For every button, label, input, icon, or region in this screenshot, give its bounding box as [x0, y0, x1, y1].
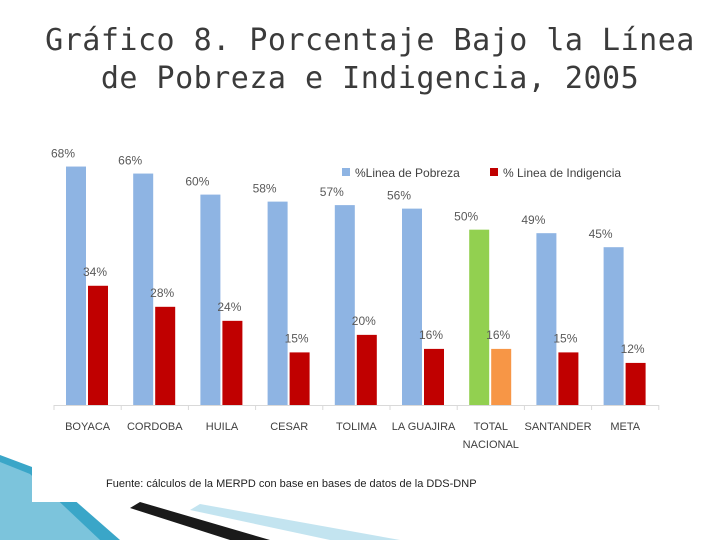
bars-group	[66, 166, 646, 405]
bar-pobreza-cordoba	[133, 173, 154, 405]
slide-title-line-1: Gráfico 8. Porcentaje Bajo la Línea	[45, 23, 695, 58]
bar-indigencia-boyaca	[88, 285, 108, 405]
data-label-indigencia-la-guajira: 16%	[419, 328, 443, 342]
x-tick-label-total-nacional: TOTAL NACIONAL	[463, 421, 519, 451]
legend-swatch-1	[342, 168, 350, 176]
bar-indigencia-tolima	[356, 334, 377, 405]
bar-pobreza-cesar	[267, 201, 288, 405]
bar-pobreza-tolima	[334, 205, 355, 405]
ribbon-shape-light-2	[190, 504, 400, 540]
x-tick-label-huila: HUILA	[206, 421, 239, 433]
data-label-pobreza-total-nacional: 50%	[454, 210, 478, 224]
data-label-indigencia-cordoba: 28%	[150, 286, 174, 300]
data-label-pobreza-huila: 60%	[185, 175, 209, 189]
data-label-indigencia-tolima: 20%	[352, 314, 376, 328]
data-label-pobreza-meta: 45%	[589, 227, 613, 241]
bar-pobreza-la-guajira	[402, 208, 422, 405]
bar-indigencia-meta	[625, 362, 646, 405]
data-labels: 68% 34% 66% 28% 60% 24% 58% 15% 57% 20% 56% 16% 50% 1…	[51, 147, 645, 356]
data-label-pobreza-cordoba: 66%	[118, 154, 142, 168]
data-label-pobreza-tolima: 57%	[320, 185, 344, 199]
legend: %Linea de Pobreza % Linea de Indigencia	[342, 166, 621, 180]
x-tick-label-cordoba: CORDOBA	[127, 421, 183, 433]
data-label-pobreza-boyaca: 68%	[51, 147, 75, 161]
x-tick-labels: BOYACA CORDOBA HUILA CESAR TOLIMA LA GUAJIRA T…	[65, 421, 641, 451]
bar-pobreza-boyaca	[66, 166, 86, 405]
data-label-indigencia-total-nacional: 16%	[486, 328, 510, 342]
legend-label-2: % Linea de Indigencia	[503, 166, 621, 180]
ribbon-shape-dark	[130, 502, 270, 540]
legend-label-1: %Linea de Pobreza	[355, 166, 460, 180]
bar-pobreza-total-nacional	[469, 229, 490, 405]
bar-pobreza-santander	[536, 233, 557, 405]
x-tick-label-meta: META	[610, 421, 640, 433]
x-tick-label-la-guajira: LA GUAJIRA	[392, 421, 456, 433]
legend-swatch-2	[490, 168, 498, 176]
data-label-pobreza-santander: 49%	[521, 213, 545, 227]
slide-title: Gráfico 8. Porcentaje Bajo la Línea de P…	[40, 22, 700, 98]
bar-pobreza-huila	[200, 194, 221, 405]
bar-indigencia-santander	[558, 352, 579, 405]
x-tick-label-cesar: CESAR	[270, 421, 308, 433]
data-label-pobreza-cesar: 58%	[253, 182, 277, 196]
data-label-indigencia-meta: 12%	[621, 342, 645, 356]
x-tick-label-santander: SANTANDER	[524, 421, 591, 433]
x-tick-label-boyaca: BOYACA	[65, 421, 111, 433]
data-label-indigencia-cesar: 15%	[285, 331, 309, 345]
x-axis	[53, 405, 660, 410]
data-label-pobreza-la-guajira: 56%	[387, 189, 411, 203]
data-label-indigencia-boyaca: 34%	[83, 265, 107, 279]
bar-indigencia-cordoba	[155, 306, 176, 405]
source-note: Fuente: cálculos de la MERPD con base en…	[106, 478, 477, 490]
x-tick-label-tolima: TOLIMA	[336, 421, 377, 433]
bar-indigencia-la-guajira	[424, 348, 444, 405]
data-label-indigencia-santander: 15%	[553, 331, 577, 345]
bar-indigencia-huila	[222, 320, 243, 405]
bar-indigencia-total-nacional	[491, 348, 512, 405]
slide-title-line-2: de Pobreza e Indigencia, 2005	[100, 61, 640, 96]
data-label-indigencia-huila: 24%	[217, 300, 241, 314]
bar-indigencia-cesar	[289, 352, 310, 405]
bar-pobreza-meta	[603, 247, 624, 405]
